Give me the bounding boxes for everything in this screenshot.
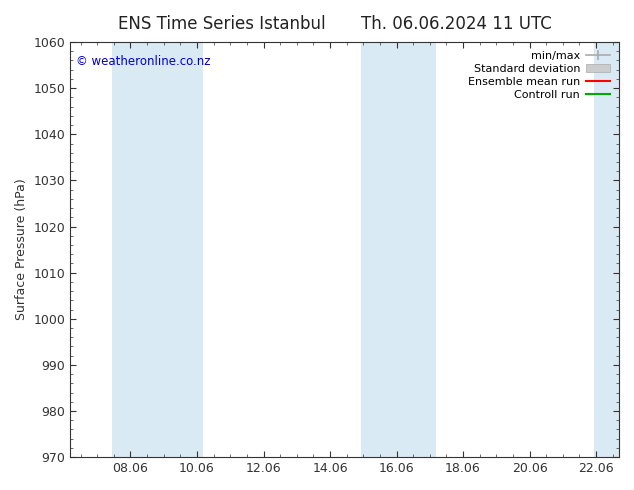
Text: ENS Time Series Istanbul: ENS Time Series Istanbul	[118, 15, 326, 33]
Text: © weatheronline.co.nz: © weatheronline.co.nz	[76, 54, 210, 68]
Y-axis label: Surface Pressure (hPa): Surface Pressure (hPa)	[15, 179, 28, 320]
Text: Th. 06.06.2024 11 UTC: Th. 06.06.2024 11 UTC	[361, 15, 552, 33]
Legend: min/max, Standard deviation, Ensemble mean run, Controll run: min/max, Standard deviation, Ensemble me…	[465, 48, 614, 103]
Bar	[594, 42, 619, 457]
Bar	[112, 42, 204, 457]
Bar	[361, 42, 436, 457]
